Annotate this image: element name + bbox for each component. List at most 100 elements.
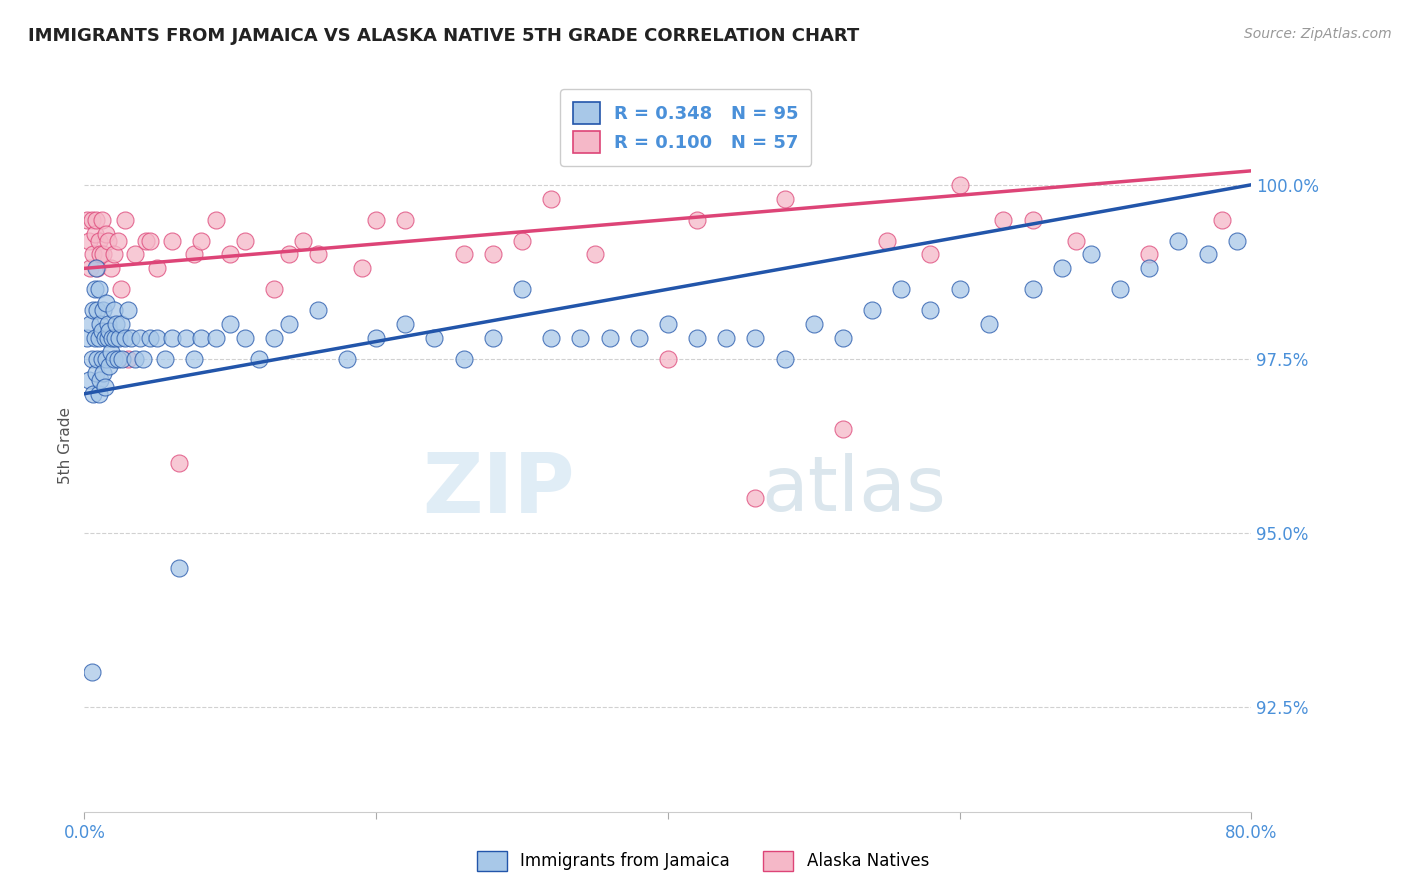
Point bbox=[90, 324, 112, 338]
Y-axis label: 5th Grade: 5th Grade bbox=[58, 408, 73, 484]
Point bbox=[114, 331, 136, 345]
Point bbox=[307, 247, 329, 261]
Point bbox=[336, 351, 359, 366]
Point bbox=[1021, 212, 1043, 227]
Point bbox=[77, 234, 100, 248]
Point bbox=[686, 212, 709, 227]
Point bbox=[204, 212, 226, 227]
Point bbox=[1313, 212, 1336, 227]
Point bbox=[832, 421, 855, 435]
Text: Source: ZipAtlas.com: Source: ZipAtlas.com bbox=[1244, 27, 1392, 41]
Point bbox=[1137, 247, 1160, 261]
Point bbox=[91, 247, 114, 261]
Point bbox=[277, 317, 299, 331]
Point bbox=[117, 351, 139, 366]
Point bbox=[82, 386, 104, 401]
Point bbox=[773, 192, 796, 206]
Point bbox=[627, 331, 650, 345]
Point bbox=[366, 331, 388, 345]
Point bbox=[350, 261, 373, 276]
Point bbox=[100, 345, 122, 359]
Point bbox=[890, 282, 912, 296]
Point bbox=[98, 324, 121, 338]
Point bbox=[977, 317, 1000, 331]
Point bbox=[599, 331, 621, 345]
Point bbox=[98, 359, 121, 373]
Point bbox=[117, 303, 139, 318]
Point bbox=[101, 331, 124, 345]
Point bbox=[124, 351, 146, 366]
Point bbox=[292, 234, 315, 248]
Point bbox=[277, 247, 299, 261]
Point bbox=[146, 261, 169, 276]
Point bbox=[100, 261, 122, 276]
Point bbox=[80, 351, 103, 366]
Point bbox=[394, 212, 416, 227]
Point bbox=[124, 247, 146, 261]
Point bbox=[80, 665, 103, 680]
Point bbox=[1284, 234, 1306, 248]
Point bbox=[132, 351, 155, 366]
Point bbox=[128, 331, 150, 345]
Point bbox=[167, 561, 190, 575]
Point bbox=[744, 491, 766, 506]
Point bbox=[167, 457, 190, 471]
Point bbox=[111, 351, 134, 366]
Point bbox=[569, 331, 592, 345]
Point bbox=[89, 247, 111, 261]
Point bbox=[233, 234, 256, 248]
Point bbox=[803, 317, 825, 331]
Point bbox=[103, 351, 125, 366]
Point bbox=[482, 247, 505, 261]
Point bbox=[307, 303, 329, 318]
Point bbox=[1080, 247, 1102, 261]
Point bbox=[1226, 234, 1249, 248]
Point bbox=[87, 386, 110, 401]
Point bbox=[832, 331, 855, 345]
Point bbox=[77, 373, 100, 387]
Point bbox=[1021, 282, 1043, 296]
Point bbox=[263, 282, 285, 296]
Point bbox=[183, 351, 205, 366]
Point bbox=[233, 331, 256, 345]
Point bbox=[146, 331, 169, 345]
Point bbox=[453, 247, 475, 261]
Point bbox=[110, 317, 132, 331]
Point bbox=[97, 317, 120, 331]
Point bbox=[657, 351, 679, 366]
Point bbox=[1167, 234, 1189, 248]
Point bbox=[105, 317, 128, 331]
Legend: R = 0.348   N = 95, R = 0.100   N = 57: R = 0.348 N = 95, R = 0.100 N = 57 bbox=[560, 89, 811, 166]
Point bbox=[1254, 212, 1277, 227]
Point bbox=[1211, 212, 1233, 227]
Point bbox=[87, 331, 110, 345]
Point bbox=[540, 192, 562, 206]
Point bbox=[96, 296, 118, 310]
Point bbox=[80, 212, 103, 227]
Point bbox=[139, 331, 162, 345]
Point bbox=[89, 317, 111, 331]
Point bbox=[949, 282, 972, 296]
Point bbox=[135, 234, 157, 248]
Point bbox=[160, 331, 183, 345]
Text: atlas: atlas bbox=[761, 453, 946, 527]
Point bbox=[94, 331, 117, 345]
Point bbox=[160, 234, 183, 248]
Point bbox=[107, 351, 129, 366]
Point bbox=[1066, 234, 1088, 248]
Point bbox=[949, 178, 972, 192]
Point bbox=[583, 247, 606, 261]
Point bbox=[91, 366, 114, 380]
Point bbox=[91, 303, 114, 318]
Point bbox=[190, 331, 212, 345]
Point bbox=[263, 331, 285, 345]
Point bbox=[82, 247, 104, 261]
Point bbox=[153, 351, 176, 366]
Point bbox=[920, 247, 942, 261]
Point bbox=[84, 366, 107, 380]
Point bbox=[510, 234, 533, 248]
Point bbox=[86, 261, 108, 276]
Point bbox=[79, 261, 101, 276]
Point bbox=[79, 317, 101, 331]
Point bbox=[686, 331, 709, 345]
